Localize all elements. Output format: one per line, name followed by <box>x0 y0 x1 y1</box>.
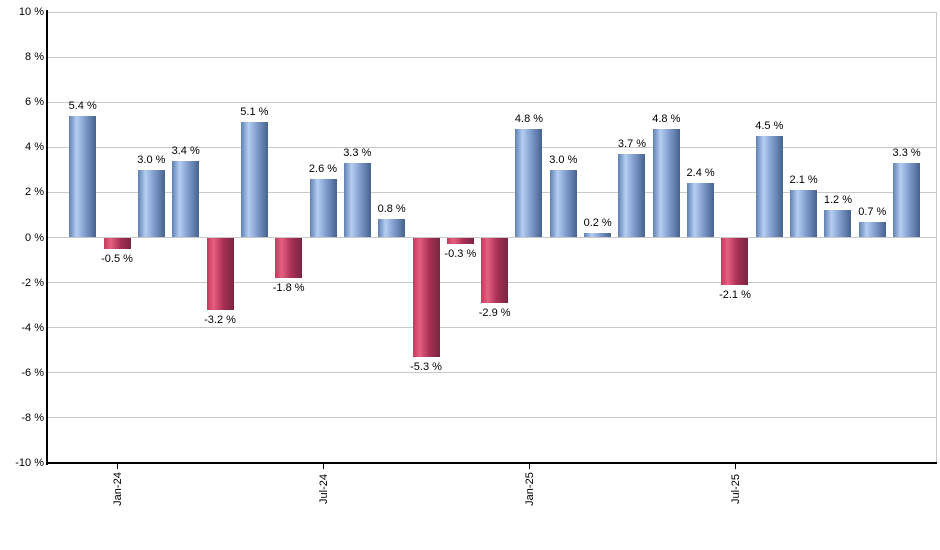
bar-value-label: 0.2 % <box>583 216 612 229</box>
x-axis-tick-label: Jan-24 <box>112 472 125 506</box>
x-axis-tick-label: Jul-24 <box>318 474 330 504</box>
bar <box>515 129 543 238</box>
bar-value-label: 4.5 % <box>755 120 784 133</box>
y-axis-label: -2 % <box>21 276 44 289</box>
bar <box>618 154 646 238</box>
bar-value-label: -2.1 % <box>719 288 751 301</box>
bar-value-label: 1.2 % <box>823 194 853 207</box>
y-axis-label: 0 % <box>25 231 44 244</box>
bar <box>446 237 474 245</box>
gridline <box>48 417 937 419</box>
bar <box>652 129 680 238</box>
bar-value-label: -3.2 % <box>204 313 236 326</box>
bar-value-label: 0.8 % <box>377 203 406 216</box>
bar <box>378 219 406 238</box>
bar <box>343 163 371 238</box>
x-axis-tick <box>117 463 119 469</box>
bar <box>790 190 818 238</box>
bar <box>240 122 268 238</box>
bar <box>824 210 852 238</box>
gridline <box>48 11 937 13</box>
bar <box>103 237 131 249</box>
y-axis-label: -6 % <box>21 366 44 379</box>
bar <box>687 183 715 238</box>
bar <box>275 237 303 279</box>
gridline <box>48 56 937 58</box>
bar-value-label: 3.0 % <box>137 153 166 166</box>
plot-right-border <box>936 12 937 463</box>
gridline <box>48 372 937 374</box>
bar-value-label: 3.3 % <box>343 147 372 160</box>
bar-value-label: -0.5 % <box>101 252 133 265</box>
x-axis-tick-label: Jul-25 <box>729 474 742 504</box>
bar-value-label: 5.4 % <box>68 99 97 112</box>
y-axis-label: 8 % <box>25 51 44 64</box>
bar-value-label: 5.1 % <box>240 106 269 119</box>
y-axis-line <box>46 10 48 465</box>
y-axis-label: -8 % <box>21 411 44 424</box>
bar-value-label: -5.3 % <box>410 361 442 373</box>
gridline <box>48 101 937 103</box>
bar <box>172 160 200 238</box>
bar-value-label: 4.8 % <box>514 113 544 126</box>
bar <box>412 237 440 357</box>
x-axis-line <box>46 462 937 464</box>
bar-value-label: 3.3 % <box>892 147 921 160</box>
gridline <box>48 191 937 193</box>
bar-value-label: -0.3 % <box>444 248 477 261</box>
bar <box>137 169 165 238</box>
bar <box>893 163 921 238</box>
x-axis-tick <box>323 463 324 469</box>
y-axis-label: 2 % <box>25 186 44 199</box>
bar <box>481 237 509 303</box>
y-axis-label: 10 % <box>18 6 44 18</box>
bar-value-label: -2.9 % <box>478 306 511 319</box>
bar <box>549 169 577 238</box>
bar <box>584 232 612 238</box>
gridline <box>48 327 937 329</box>
bar-value-label: 0.7 % <box>858 205 887 218</box>
x-axis-tick-label: Jan-25 <box>523 472 536 506</box>
bar-value-label: 3.4 % <box>171 144 200 157</box>
x-axis-tick <box>734 463 736 469</box>
gridline <box>48 146 937 148</box>
bar-value-label: 3.0 % <box>549 153 578 166</box>
bar-value-label: 2.6 % <box>308 162 338 175</box>
bar <box>69 115 97 238</box>
bar <box>755 136 783 238</box>
y-axis-label: 6 % <box>25 96 44 109</box>
y-axis-label: -10 % <box>15 457 44 469</box>
bar-value-label: 3.7 % <box>617 138 647 151</box>
bar <box>309 178 337 238</box>
bar-value-label: -1.8 % <box>272 282 305 295</box>
y-axis-label: 4 % <box>25 141 44 154</box>
bar-value-label: 4.8 % <box>652 113 681 126</box>
x-axis-tick <box>528 463 530 469</box>
bar <box>206 237 234 310</box>
y-axis-label: -4 % <box>21 321 44 334</box>
bar <box>858 221 886 238</box>
bar-value-label: 2.4 % <box>686 167 715 180</box>
bar-value-label: 2.1 % <box>789 174 818 187</box>
bar <box>721 237 749 285</box>
